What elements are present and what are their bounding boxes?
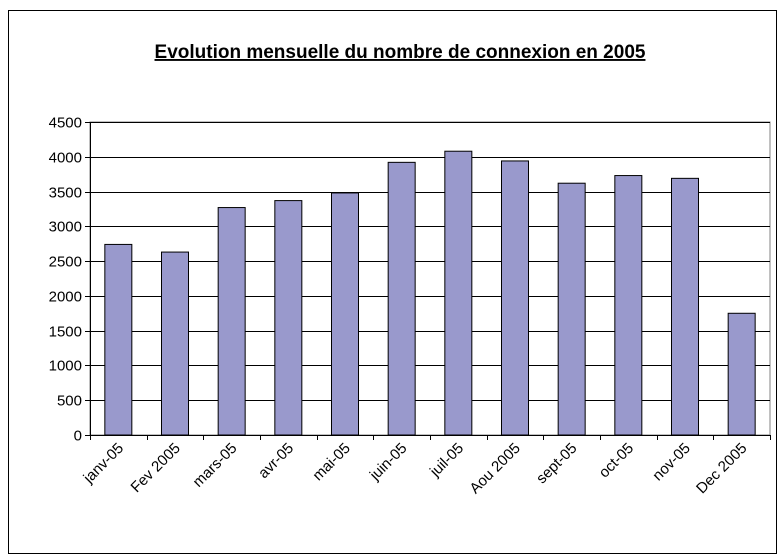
bar xyxy=(274,200,303,436)
y-tick-label: 0 xyxy=(74,428,82,445)
y-tick-label: 1000 xyxy=(49,358,82,375)
y-tick-label: 2000 xyxy=(49,289,82,306)
chart-title: Evolution mensuelle du nombre de connexi… xyxy=(155,42,646,63)
bar xyxy=(387,161,416,436)
bar xyxy=(557,182,586,436)
bar xyxy=(614,175,643,436)
y-tick-label: 4500 xyxy=(49,115,82,132)
y-tick-label: 1500 xyxy=(49,324,82,341)
bar xyxy=(671,177,699,436)
y-tick-label: 2500 xyxy=(49,254,82,271)
bar xyxy=(331,192,359,436)
y-tick-label: 3500 xyxy=(49,185,82,202)
y-tick-label: 3000 xyxy=(49,219,82,236)
plot-area xyxy=(89,121,771,436)
bar xyxy=(217,207,246,436)
bar xyxy=(444,150,473,436)
bar xyxy=(104,243,133,436)
bar xyxy=(501,160,529,436)
y-tick-label: 500 xyxy=(57,393,82,410)
bar xyxy=(161,251,189,436)
bar xyxy=(727,312,756,436)
y-tick-label: 4000 xyxy=(49,150,82,167)
